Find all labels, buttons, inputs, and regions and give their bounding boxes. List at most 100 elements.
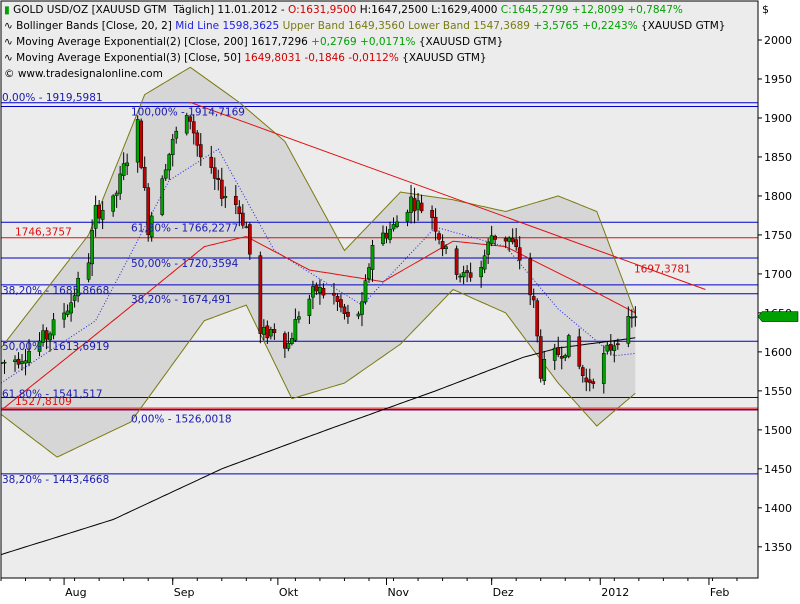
candle-body [615, 343, 620, 346]
candle-body [601, 353, 606, 384]
fib-level-label: 38,20% - 1443,4668 [2, 474, 109, 486]
candle-body [342, 306, 347, 314]
candle-body [272, 329, 277, 334]
x-tick-label: Aug [65, 586, 86, 599]
candle-body [612, 345, 617, 351]
candle-body [535, 300, 540, 337]
candle-body [444, 246, 448, 249]
candle-body [307, 298, 312, 316]
legend-text: Moving Average Exponential(2) [Close, 20… [16, 36, 312, 48]
candle-body [416, 200, 420, 210]
y-tick-label: 1500 [764, 424, 792, 437]
candle-body [297, 316, 301, 320]
y-tick-label: 1400 [764, 502, 792, 515]
candle-body [538, 336, 543, 379]
candle-body [2, 361, 7, 364]
candle-body [363, 280, 368, 303]
candle-body [339, 299, 343, 308]
candle-body [160, 178, 165, 215]
candle-body [629, 316, 634, 319]
legend-text: {XAUUSD GTM} [398, 52, 487, 64]
legend-text: H:1647,2500 L:1629,4000 [356, 4, 501, 16]
fib-level-label: 38,20% - 1674,491 [131, 294, 232, 306]
candle-body [118, 173, 123, 194]
legend-text: {XAUUSD GTM} [637, 20, 726, 32]
candle-body [184, 115, 189, 134]
candle-body [311, 286, 315, 298]
candle-body [146, 187, 151, 236]
legend-text: www.tradesignalonline.com [17, 68, 163, 80]
legend-text: Mid Line 1598,3625 [175, 20, 283, 32]
candle-body [149, 215, 154, 238]
candle-body [332, 292, 336, 296]
candle-body [174, 130, 179, 139]
fib-level-label: 100,00% - 1914,7169 [131, 106, 245, 118]
legend-text: O:1631,9500 [287, 4, 357, 16]
candle-body [198, 144, 203, 158]
candle-body [591, 381, 596, 384]
candle-body [531, 296, 536, 301]
candle-body [286, 342, 291, 349]
y-tick-label: 2000 [764, 34, 792, 47]
indicator-wave-icon: ∿ [4, 52, 17, 64]
candle-body [479, 267, 483, 278]
candle-body [587, 379, 592, 383]
candle-body [139, 120, 144, 168]
indicator-wave-icon: ∿ [4, 20, 17, 32]
candle-body [293, 319, 298, 341]
legend-text: +0,2769 +0,0171% [311, 36, 416, 48]
y-tick-label: 1950 [764, 73, 792, 86]
candle-body [86, 262, 91, 280]
candle-body [584, 377, 589, 383]
candle-body [283, 333, 287, 349]
candle-body [223, 195, 228, 199]
candle-body [69, 302, 73, 314]
legend-text: GOLD USD/OZ [XAUUSD GTM Täglich] 11.01.2… [13, 4, 288, 16]
red-level-label: 1746,3757 [15, 227, 72, 239]
legend-line: ∿ Bollinger Bands [Close, 20, 2] Mid Lin… [4, 19, 726, 33]
legend-line: ∿ Moving Average Exponential(2) [Close, … [4, 35, 503, 49]
fib-level-label: 38,20% - 1685,8668 [2, 285, 109, 297]
candle-body [580, 367, 585, 376]
candle-body [72, 295, 77, 301]
candle-body [142, 167, 147, 188]
candle-body [633, 316, 638, 318]
candle-body [188, 116, 193, 122]
candle-body [216, 177, 221, 180]
candle-body [261, 327, 266, 335]
candle-body [16, 358, 21, 365]
plot-frame [0, 0, 759, 579]
candle-body [51, 319, 56, 336]
candle-body [430, 210, 434, 218]
legend-text: C:1645,2799 +12,8099 +0,7847% [500, 4, 683, 16]
candle-body [163, 169, 168, 179]
y-tick-label: 1850 [764, 151, 792, 164]
candle-body [23, 360, 28, 364]
x-tick-label: Feb [710, 586, 729, 599]
candle-body [360, 301, 364, 315]
fib-level-label: 61,80% - 1541,517 [2, 388, 103, 400]
candle-body [493, 235, 498, 240]
candle-body [608, 344, 613, 351]
y-tick-label: 1750 [764, 229, 792, 242]
candle-body [465, 270, 469, 273]
fib-level-label: 50,00% - 1613,6919 [2, 341, 109, 353]
last-price-tag [757, 311, 799, 322]
candle-body [170, 138, 175, 155]
candle-body [556, 347, 561, 355]
candle-body [318, 286, 322, 293]
candle-body [321, 288, 326, 296]
trend-line-label: 1697,3781 [634, 263, 691, 275]
candle-body [314, 284, 319, 292]
candle-body [62, 312, 66, 320]
candle-body [542, 359, 547, 381]
candle-body [290, 338, 294, 344]
candle-body [486, 241, 490, 255]
candle-body [552, 347, 557, 361]
indicator-wave-icon: ∿ [4, 36, 17, 48]
candle-body [125, 162, 130, 167]
legend-text: Bollinger Bands [Close, 20, 2] [16, 20, 176, 32]
candle-body [114, 192, 119, 196]
candle-body [111, 195, 115, 212]
